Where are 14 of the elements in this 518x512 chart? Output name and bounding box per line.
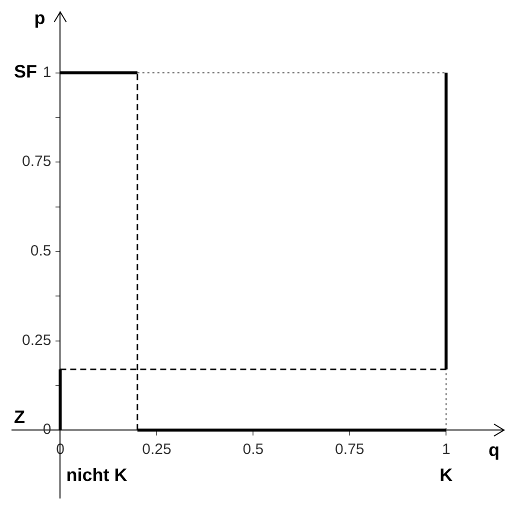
x-axis-title: q [488, 440, 500, 460]
x-tick-label: 0.75 [335, 441, 364, 458]
y-axis-title: p [34, 8, 46, 28]
x-tick-label: 0.25 [142, 441, 172, 458]
annotation: K [440, 465, 453, 486]
x-tick-label: 1 [442, 441, 450, 458]
y-tick-label: 0.25 [22, 332, 52, 349]
y-tick-label: 0.5 [30, 242, 52, 260]
annotation: Z [14, 407, 25, 428]
annotation: SF [14, 62, 38, 82]
y-tick-label: 0.75 [22, 153, 52, 170]
annotation: nicht K [66, 465, 128, 486]
x-tick-label: 0.5 [242, 441, 264, 458]
y-tick-label: 1 [42, 64, 52, 81]
